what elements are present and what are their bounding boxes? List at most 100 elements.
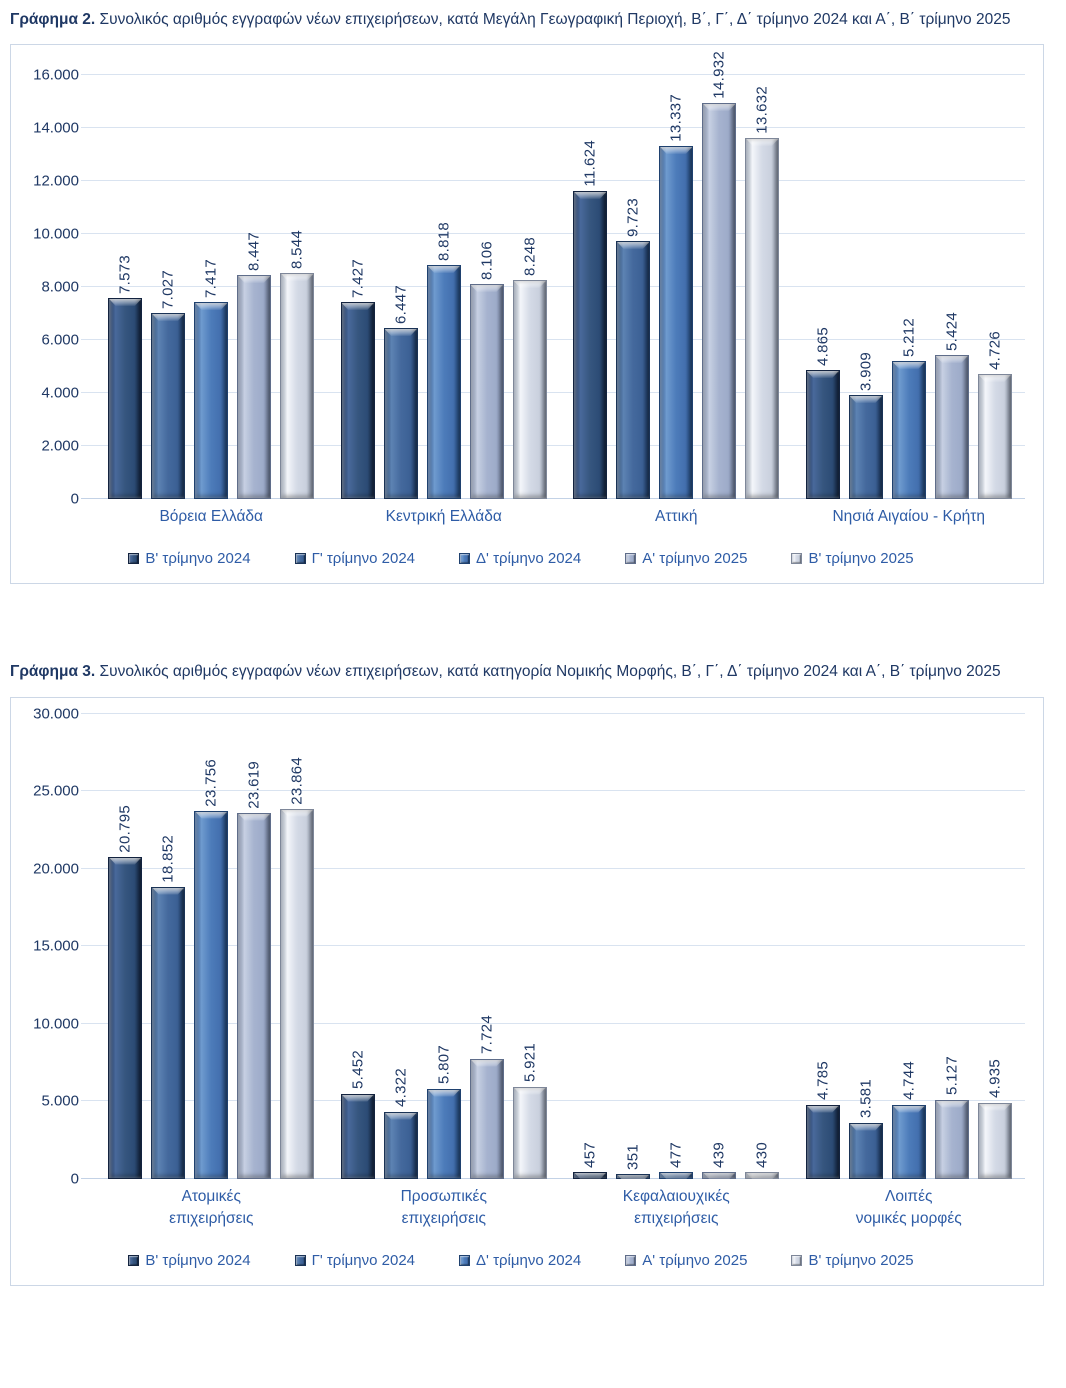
category-label: Κεντρική Ελλάδα (328, 506, 561, 528)
figure2-title-label: Γράφημα 2. (10, 11, 96, 28)
bar-Γ'-τρίμηνο-2024: 351 (616, 1144, 651, 1179)
y-axis-tick-label: 14.000 (33, 119, 79, 137)
bar-value-label: 4.322 (392, 1068, 410, 1108)
bar-group: 4.865 3.909 5.212 5.424 4.726 (793, 75, 1026, 500)
bar-group: 11.624 9.723 13.337 14.932 13.632 (560, 51, 793, 500)
bar-value-label: 8.447 (245, 231, 263, 272)
plot-row: 0 2.000 4.000 6.000 8.000 10.000 12.000 14.000 1… (17, 51, 1026, 508)
legend-label: Β' τρίμηνο 2024 (145, 1252, 251, 1270)
bar-value-label: 11.624 (581, 140, 599, 188)
figure3-title-text: Συνολικός αριθμός εγγραφών νέων επιχειρή… (95, 663, 1001, 681)
bar-group: 20.795 18.852 23.756 23.619 23.864 (95, 714, 328, 1179)
bar-Δ'-τρίμηνο-2024: 4.744 (891, 1061, 926, 1179)
bar-groups: 7.573 7.027 7.417 8.447 8.544 7.427 6.447 8.818… (95, 51, 1026, 500)
bar-value-label: 5.212 (900, 317, 918, 358)
bar-Β'-τρίμηνο-2025: 23.864 (280, 757, 315, 1179)
bar-Α'-τρίμηνο-2025: 8.106 (469, 241, 504, 500)
bar-Β'-τρίμηνο-2024: 7.427 (340, 259, 375, 500)
category-label-line: Ατομικές (181, 1187, 241, 1205)
legend-marker-icon (791, 1255, 803, 1267)
bar-Δ'-τρίμηνο-2024: 23.756 (194, 759, 229, 1179)
bar-Β'-τρίμηνο-2024: 4.785 (805, 1061, 840, 1179)
bar-value-label: 23.864 (288, 756, 306, 805)
legend-item: Α' τρίμηνο 2025 (625, 1252, 747, 1269)
bar-Δ'-τρίμηνο-2024: 5.212 (891, 318, 926, 500)
gridline (81, 867, 1025, 869)
bar-value-label: 7.724 (478, 1015, 496, 1055)
figure2-title: Γράφημα 2. Συνολικός αριθμός εγγραφών νέ… (10, 8, 1052, 32)
bar-value-label: 8.544 (288, 229, 306, 270)
legend-item: Δ' τρίμηνο 2024 (459, 1252, 581, 1269)
legend-label: Γ' τρίμηνο 2024 (311, 1252, 416, 1270)
bar-Β'-τρίμηνο-2024: 5.452 (340, 1050, 375, 1179)
legend-item: Β' τρίμηνο 2024 (128, 550, 251, 567)
gridline (81, 1022, 1025, 1024)
legend-label: Γ' τρίμηνο 2024 (311, 550, 416, 568)
legend-item: Γ' τρίμηνο 2024 (294, 1252, 416, 1270)
bar-Γ'-τρίμηνο-2024: 6.447 (383, 285, 418, 500)
bar-Β'-τρίμηνο-2025: 13.632 (745, 86, 780, 500)
category-label: Ατομικές επιχειρήσεις (95, 1186, 328, 1231)
category-label-line: επιχειρήσεις (169, 1209, 254, 1227)
bar-Δ'-τρίμηνο-2024: 7.417 (194, 259, 229, 500)
bar-value-label: 439 (710, 1141, 728, 1168)
category-cells: Ατομικές επιχειρήσεις Προσωπικές επιχειρήσε… (95, 1186, 1025, 1231)
legend-marker-icon (459, 553, 471, 565)
bar-value-label: 3.909 (857, 351, 875, 392)
bar-value-label: 7.417 (202, 258, 220, 299)
bar-Β'-τρίμηνο-2024: 11.624 (573, 140, 608, 500)
category-cells: Βόρεια Ελλάδα Κεντρική Ελλάδα Αττική Νησιά … (95, 506, 1025, 528)
y-axis: 0 5.000 10.000 15.000 20.000 25.000 30.000 (17, 705, 95, 1187)
bar-value-label: 4.785 (814, 1061, 832, 1101)
y-axis-tick-label: 0 (70, 1170, 79, 1187)
bar-value-label: 8.248 (521, 236, 539, 277)
bar-value-label: 23.756 (202, 758, 220, 807)
category-axis-spacer (17, 506, 95, 528)
legend: Β' τρίμηνο 2024 Γ' τρίμηνο 2024 Δ' τρίμηνο… (17, 1252, 1025, 1269)
legend-marker-icon (128, 553, 140, 565)
bar-group: 5.452 4.322 5.807 7.724 5.921 (328, 714, 561, 1179)
gridline (81, 286, 1025, 288)
legend-label: Δ' τρίμηνο 2024 (476, 550, 582, 568)
gridline (81, 790, 1025, 791)
legend-marker-icon (625, 553, 637, 565)
bar-value-label: 457 (581, 1141, 599, 1168)
bar-Β'-τρίμηνο-2024: 20.795 (108, 805, 143, 1179)
legend: Β' τρίμηνο 2024 Γ' τρίμηνο 2024 Δ' τρίμηνο… (17, 550, 1025, 567)
bar-value-label: 5.807 (435, 1045, 453, 1085)
legend-item: Γ' τρίμηνο 2024 (294, 550, 416, 568)
x-axis-line (81, 1177, 1025, 1179)
category-label-line: νομικές μορφές (855, 1209, 962, 1227)
bar-Γ'-τρίμηνο-2024: 3.909 (848, 352, 883, 500)
bar-value-label: 7.573 (116, 254, 134, 295)
figure3-title: Γράφημα 3. Συνολικός αριθμός εγγραφών νέ… (10, 660, 1052, 684)
bar-value-label: 8.818 (435, 221, 453, 262)
category-label-line: Κεφαλαιουχικές (622, 1187, 730, 1205)
plot-area: 7.573 7.027 7.417 8.447 8.544 7.427 6.447 8.818… (81, 51, 1026, 500)
legend-marker-icon (459, 1255, 471, 1267)
category-axis: Βόρεια Ελλάδα Κεντρική Ελλάδα Αττική Νησιά … (17, 506, 1025, 528)
bar-Β'-τρίμηνο-2025: 8.248 (512, 237, 547, 500)
bar-Δ'-τρίμηνο-2024: 477 (659, 1142, 694, 1179)
y-axis-tick-label: 30.000 (33, 705, 79, 722)
y-axis-tick-label: 15.000 (33, 937, 79, 955)
bar-Γ'-τρίμηνο-2024: 7.027 (151, 270, 186, 500)
legend-label: Α' τρίμηνο 2025 (642, 550, 748, 568)
y-axis-tick-label: 25.000 (33, 782, 79, 800)
bar-value-label: 7.427 (349, 258, 367, 299)
bar-value-label: 7.027 (159, 269, 177, 310)
legend-label: Δ' τρίμηνο 2024 (476, 1252, 582, 1270)
bar-group: 457 351 477 439 430 (560, 714, 793, 1179)
gridline (81, 945, 1025, 946)
bar-Α'-τρίμηνο-2025: 14.932 (702, 51, 737, 500)
category-axis-spacer (17, 1186, 95, 1231)
bar-group: 4.785 3.581 4.744 5.127 4.935 (793, 714, 1026, 1179)
bar-value-label: 23.619 (245, 760, 263, 809)
bar-Β'-τρίμηνο-2024: 457 (573, 1142, 608, 1179)
legend-item: Α' τρίμηνο 2025 (625, 550, 747, 567)
category-label-line: Αττική (655, 508, 698, 526)
plot-area: 20.795 18.852 23.756 23.619 23.864 5.452 4.322… (81, 712, 1026, 1179)
bar-Α'-τρίμηνο-2025: 23.619 (237, 761, 272, 1179)
figure3-bar-chart: 0 5.000 10.000 15.000 20.000 25.000 30.000 20.7… (10, 696, 1044, 1287)
bar-Β'-τρίμηνο-2025: 430 (745, 1142, 780, 1179)
